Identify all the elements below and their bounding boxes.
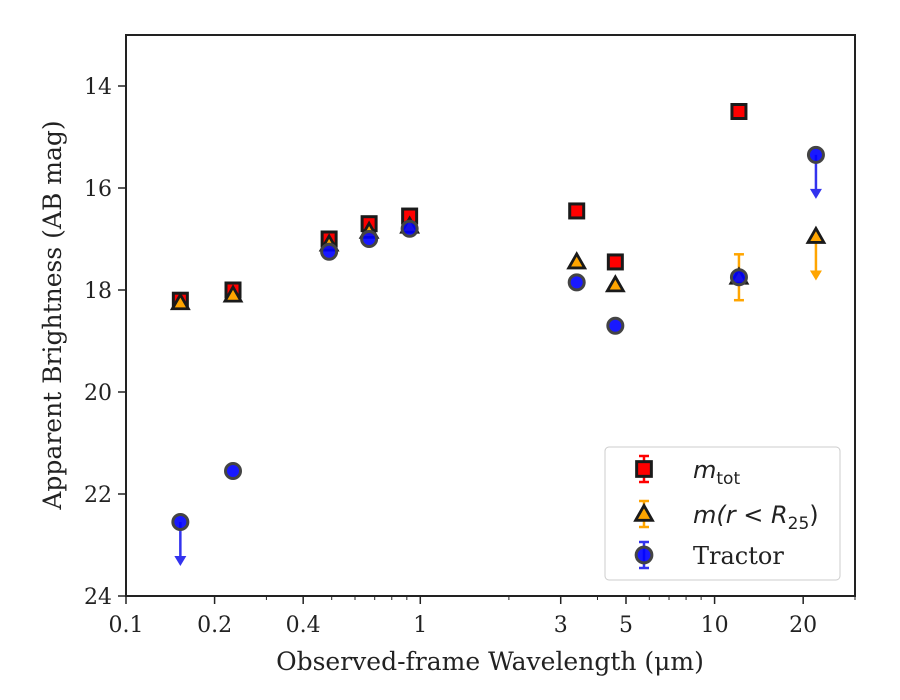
circle-point-8 (806, 145, 825, 164)
series-square (171, 103, 748, 309)
y-tick-label-0: 14 (84, 75, 112, 100)
y-axis-label: Apparent Brightness (AB mag) (38, 120, 67, 510)
square-point-7 (730, 103, 748, 120)
x-tick-label-6: 10 (701, 613, 729, 638)
legend: mtot m(r < R25) Tractor (604, 446, 841, 581)
x-tick-label-5: 5 (619, 613, 633, 638)
x-tick-label-7: 20 (789, 613, 817, 638)
x-axis-label: Observed-frame Wavelength (μm) (276, 647, 704, 676)
x-tick-label-3: 1 (413, 613, 427, 638)
y-tick-label-1: 16 (84, 177, 112, 202)
y-tick-label-4: 22 (84, 483, 112, 508)
y-tick-label-2: 18 (84, 279, 112, 304)
legend-label-circle: Tractor (693, 542, 784, 570)
circle-point-6 (606, 316, 625, 335)
plot-layer (169, 103, 827, 567)
circle-upper-limit-arrow-0-head (174, 556, 187, 567)
x-tick-label-0: 0.1 (109, 613, 144, 638)
series-circle (171, 145, 825, 567)
triangle-point-0 (169, 291, 191, 311)
triangle-point-5 (566, 251, 588, 270)
y-tick-label-3: 20 (84, 381, 112, 406)
triangle-point-8 (805, 225, 827, 244)
x-tick-label-4: 3 (554, 613, 568, 638)
legend-label-square: mtot (693, 456, 740, 489)
triangle-upper-limit-arrow-8-head (809, 270, 822, 281)
circle-point-5 (567, 273, 586, 292)
square-point-5 (568, 202, 586, 220)
series-triangle (169, 215, 827, 311)
plot-frame (125, 34, 856, 597)
legend-marker-square (635, 460, 653, 478)
legend-marker-triangle (633, 502, 655, 522)
ticks-layer: 0.1 0.2 0.4 1 3 5 10 20 14 16 18 20 22 24 (84, 75, 856, 638)
legend-box (604, 446, 841, 581)
triangle-point-6 (604, 274, 626, 293)
legend-label-triangle: m(r < R25) (693, 501, 819, 534)
circle-point-1 (224, 462, 243, 481)
x-tick-label-1: 0.2 (197, 613, 232, 638)
circle-upper-limit-arrow-8-head (809, 188, 822, 199)
circle-point-0 (171, 513, 190, 532)
circle-point-2 (320, 242, 339, 261)
circle-point-7 (729, 268, 748, 287)
circle-point-3 (360, 230, 379, 248)
circle-point-4 (400, 219, 419, 238)
x-tick-label-2: 0.4 (286, 613, 321, 638)
y-tick-label-5: 24 (84, 585, 112, 610)
triangle-point-1 (222, 284, 244, 303)
square-point-6 (606, 253, 624, 271)
legend-marker-circle (634, 545, 654, 565)
